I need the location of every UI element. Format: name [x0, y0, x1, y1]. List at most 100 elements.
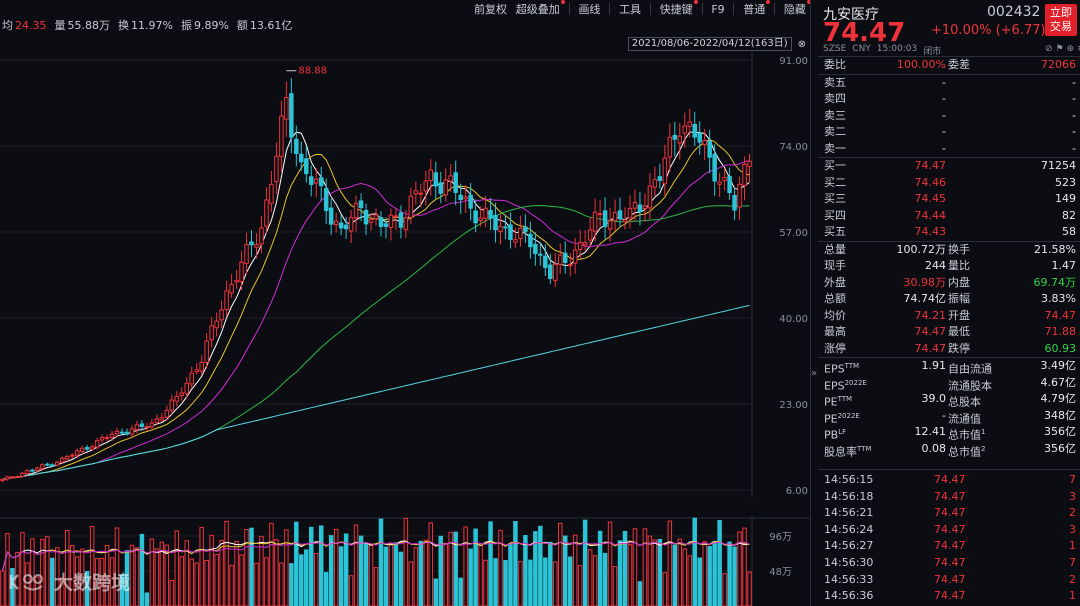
stat-label: 最高 — [824, 325, 846, 338]
fundamental-value: 3.49亿 — [1040, 359, 1077, 372]
candle-body — [274, 155, 279, 183]
date-range-label[interactable]: 2021/08/06-2022/04/12(163日) — [627, 37, 792, 51]
vol-ma20-line — [2, 541, 750, 572]
add-icon[interactable]: ⊕ — [1066, 44, 1075, 54]
kline-chart-area[interactable]: 前复权 超级叠加 画线 工具 快捷键 F9 普通 隐藏 均 24.35 量 55.8… — [0, 0, 811, 606]
toolbar-overlay[interactable]: 超级叠加 — [516, 0, 565, 17]
bid-row[interactable]: 买四 74.44 82 — [820, 208, 1078, 225]
bid-row[interactable]: 买五 74.43 58 — [820, 224, 1078, 241]
candlestick-chart[interactable]: 91.00 74.00 57.00 40.00 23.00 6.00 88.88 — [0, 52, 810, 498]
ask-row[interactable]: 卖五 - - — [820, 75, 1078, 92]
divider — [818, 56, 1080, 57]
volume-bar — [448, 531, 453, 606]
candle-body — [234, 279, 239, 283]
fundamental-label-text: 流通值 — [948, 412, 981, 426]
ask-label: 卖五 — [824, 75, 846, 89]
stat-amplitude-value: 9.89% — [193, 19, 229, 32]
menu-icon[interactable]: ≡ — [1077, 44, 1080, 54]
volume-bar — [94, 558, 100, 606]
chart-toolbar: 前复权 超级叠加 画线 工具 快捷键 F9 普通 隐藏 — [470, 0, 811, 18]
collapse-arrow-icon[interactable]: » — [811, 368, 818, 379]
candle-body — [169, 399, 175, 411]
ask-row[interactable]: 卖三 - - — [820, 108, 1078, 125]
toolbar-f9[interactable]: F9 — [711, 2, 725, 16]
volume-chart[interactable]: 96万 48万 — [0, 516, 810, 606]
ask-row[interactable]: 卖四 - - — [820, 91, 1078, 108]
volume-bar — [104, 544, 110, 606]
stat-value: 74.21 — [914, 308, 947, 322]
weibi-label: 委比 — [824, 58, 846, 71]
candle-body — [269, 183, 274, 204]
toolbar-fuquan[interactable]: 前复权 — [474, 3, 507, 16]
candle-body — [577, 241, 583, 250]
candle-body — [189, 372, 194, 385]
volume-bar — [45, 536, 50, 606]
volume-bar — [712, 541, 717, 606]
bid-row[interactable]: 买二 74.46 523 — [820, 175, 1078, 192]
bid-price: 74.46 — [914, 175, 947, 189]
divider — [818, 157, 1080, 158]
notification-dot-icon — [806, 0, 811, 4]
tick-time: 14:56:24 — [824, 522, 874, 536]
volume-bar — [692, 517, 697, 606]
volume-bar — [483, 559, 488, 606]
tick-row: 14:56:15 74.47 7 — [820, 472, 1078, 489]
flag-icon[interactable]: ⚑ — [1055, 44, 1064, 54]
divider — [609, 3, 611, 15]
candle-body — [69, 454, 75, 457]
ask-row[interactable]: 卖一 - - — [820, 141, 1078, 158]
bid-row[interactable]: 买一 74.47 71254 — [820, 158, 1078, 175]
candle-body — [473, 210, 478, 224]
stat-value: 60.93 — [1044, 341, 1077, 355]
volume-bar — [318, 525, 324, 606]
toolbar-hide[interactable]: 隐藏 — [784, 0, 811, 17]
volume-bar — [224, 520, 229, 606]
block-icon[interactable]: ⊘ — [1045, 44, 1053, 54]
price-axis: 91.00 74.00 57.00 40.00 23.00 6.00 — [779, 56, 808, 497]
fundamental-label-text: 总股本 — [948, 395, 981, 409]
volume-bar — [498, 529, 503, 606]
candle-body — [747, 160, 752, 167]
candle-body — [388, 214, 394, 228]
volume-bar — [284, 529, 289, 606]
volume-bar — [144, 592, 150, 606]
candle-body — [338, 222, 344, 229]
toolbar-tools[interactable]: 工具 — [619, 3, 642, 16]
volume-bar — [269, 522, 274, 606]
stats-bar: 均 24.35 量 55.88万 换 11.97% 振 9.89% 额 13.61亿 — [0, 15, 292, 35]
volume-bar — [732, 546, 737, 606]
candle-body — [518, 227, 523, 239]
stat-row: 均价 74.21 开盘 74.47 — [820, 308, 1078, 325]
candle-body — [543, 255, 548, 268]
fundamental-label-sup: TTM — [844, 362, 860, 370]
stat-label: 最低 — [948, 325, 970, 338]
toolbar-draw-line[interactable]: 画线 — [578, 3, 601, 16]
fundamental-label: 总股本 — [948, 391, 981, 411]
candle-body — [279, 115, 284, 157]
close-icon[interactable]: ⊗ — [797, 38, 806, 50]
volume-bar — [582, 519, 588, 606]
fundamental-value: - — [942, 408, 946, 422]
candle-body — [528, 233, 533, 248]
divider — [818, 73, 1080, 75]
currency-label: CNY — [852, 44, 871, 54]
candle-body — [244, 244, 249, 264]
stat-amplitude: 振 9.89% — [181, 17, 229, 33]
candle-body — [79, 447, 85, 452]
bid-row[interactable]: 买三 74.45 149 — [820, 191, 1078, 208]
ask-row[interactable]: 卖二 - - — [820, 124, 1078, 141]
volume-bars — [0, 517, 752, 606]
stat-volume-value: 55.88万 — [67, 19, 111, 32]
volume-bar — [418, 540, 424, 606]
volume-bar — [64, 529, 70, 606]
bid-volume: 523 — [1055, 175, 1076, 189]
tick-volume: 1 — [1069, 539, 1076, 553]
toolbar-hotkeys[interactable]: 快捷键 — [660, 0, 698, 17]
volume-bar — [403, 517, 409, 606]
candle-body — [563, 252, 568, 263]
volume-bar — [378, 518, 384, 606]
trade-now-button[interactable]: 立即 交易 — [1045, 4, 1077, 36]
volume-bar — [313, 552, 319, 606]
toolbar-normal[interactable]: 普通 — [743, 0, 771, 17]
candle-body — [74, 450, 80, 456]
